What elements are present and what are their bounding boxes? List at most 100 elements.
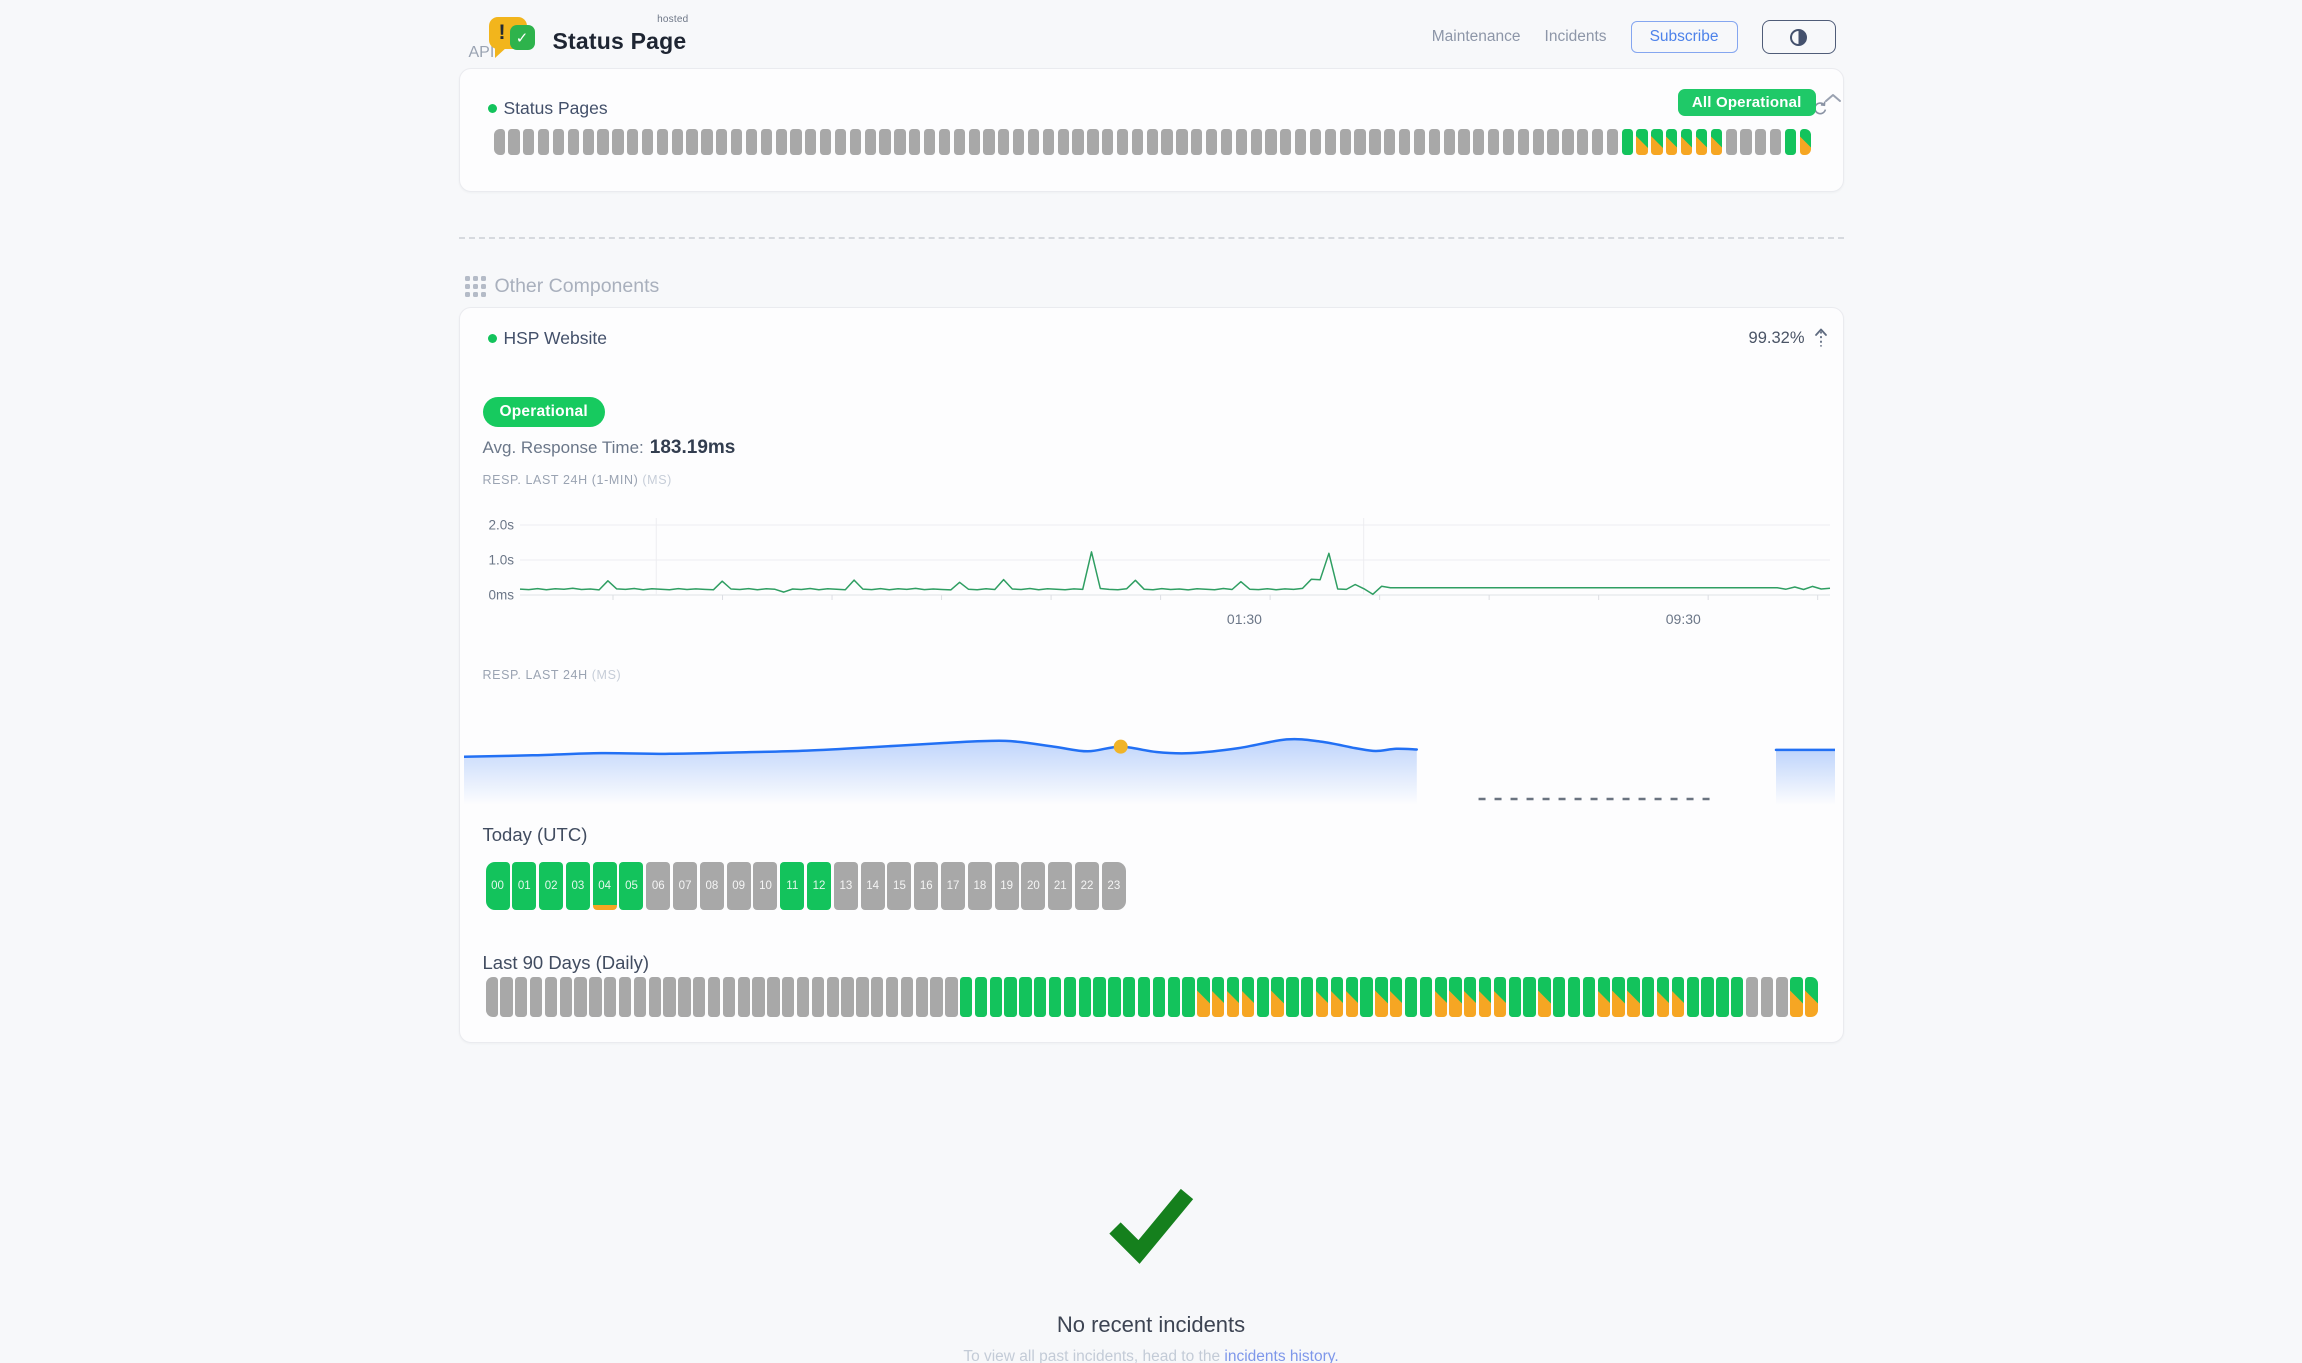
uptime-bar[interactable] (1176, 129, 1188, 155)
day-bar[interactable] (1048, 977, 1062, 1017)
day-bar[interactable] (900, 977, 914, 1017)
hour-block[interactable]: 01 (512, 862, 537, 910)
day-bar[interactable] (529, 977, 543, 1017)
day-bar[interactable] (1345, 977, 1358, 1017)
day-bar[interactable] (1612, 977, 1625, 1017)
hour-block[interactable]: 00 (485, 862, 510, 910)
day-bar[interactable] (663, 977, 676, 1017)
day-bar[interactable] (515, 977, 528, 1017)
uptime-bar[interactable] (1666, 129, 1678, 155)
hour-block[interactable]: 20 (1021, 862, 1046, 910)
uptime-bar[interactable] (790, 129, 802, 155)
day-bar[interactable] (885, 977, 899, 1017)
day-bar[interactable] (1226, 977, 1240, 1017)
uptime-bar[interactable] (686, 129, 698, 155)
day-bar[interactable] (811, 977, 825, 1017)
uptime-bar[interactable] (1710, 129, 1722, 155)
hour-block[interactable]: 08 (699, 862, 724, 910)
uptime-bar[interactable] (805, 129, 817, 155)
day-bar[interactable] (1627, 977, 1640, 1017)
day-bar[interactable] (633, 977, 647, 1017)
day-bar[interactable] (1597, 977, 1610, 1017)
uptime-bar[interactable] (1027, 129, 1040, 155)
day-bar[interactable] (1538, 977, 1551, 1017)
day-bar[interactable] (989, 977, 1002, 1017)
uptime-bar[interactable] (1042, 129, 1054, 155)
hour-block[interactable]: 15 (887, 862, 912, 910)
uptime-bar[interactable] (923, 129, 936, 155)
day-bar[interactable] (1760, 977, 1774, 1017)
uptime-bar[interactable] (552, 129, 565, 155)
day-bar[interactable] (856, 977, 869, 1017)
day-bar[interactable] (1449, 977, 1462, 1017)
uptime-bar[interactable] (1428, 129, 1440, 155)
uptime-bar[interactable] (1577, 129, 1589, 155)
hour-block[interactable]: 19 (994, 862, 1019, 910)
day-bar[interactable] (841, 977, 854, 1017)
uptime-bar[interactable] (597, 129, 609, 155)
day-bar[interactable] (559, 977, 572, 1017)
day-bar[interactable] (1375, 977, 1388, 1017)
day-bar[interactable] (1004, 977, 1017, 1017)
day-bar[interactable] (1330, 977, 1344, 1017)
hour-block[interactable]: 04 (592, 862, 617, 910)
hour-block[interactable]: 23 (1101, 862, 1126, 910)
uptime-bar[interactable] (1102, 129, 1114, 155)
collapse-arrow-icon[interactable] (1814, 328, 1828, 348)
incidents-history-link[interactable]: incidents history. (1224, 1348, 1339, 1363)
day-bar[interactable] (1508, 977, 1521, 1017)
day-bar[interactable] (500, 977, 513, 1017)
uptime-bar[interactable] (1072, 129, 1084, 155)
day-bar[interactable] (1523, 977, 1536, 1017)
day-bar[interactable] (678, 977, 691, 1017)
uptime-bar[interactable] (1532, 129, 1544, 155)
nav-maintenance[interactable]: Maintenance (1431, 28, 1521, 45)
day-bar[interactable] (915, 977, 928, 1017)
day-bar[interactable] (826, 977, 839, 1017)
uptime-bar[interactable] (1161, 129, 1173, 155)
uptime-bar[interactable] (820, 129, 832, 155)
day-bar[interactable] (737, 977, 750, 1017)
hour-block[interactable]: 17 (941, 862, 966, 910)
uptime-bar[interactable] (567, 129, 579, 155)
uptime-bar[interactable] (1191, 129, 1203, 155)
uptime-bar[interactable] (1116, 129, 1129, 155)
day-bar[interactable] (1390, 977, 1403, 1017)
uptime-bar[interactable] (1591, 129, 1604, 155)
uptime-bar[interactable] (760, 129, 772, 155)
uptime-bar[interactable] (582, 129, 594, 155)
hour-block[interactable]: 02 (539, 862, 564, 910)
uptime-bar[interactable] (538, 129, 550, 155)
uptime-bar[interactable] (1621, 129, 1633, 155)
hour-block[interactable]: 07 (673, 862, 698, 910)
uptime-bar[interactable] (612, 129, 624, 155)
uptime-bar[interactable] (775, 129, 787, 155)
uptime-bar[interactable] (716, 129, 728, 155)
uptime-bar[interactable] (1458, 129, 1470, 155)
day-bar[interactable] (1078, 977, 1091, 1017)
uptime-bar[interactable] (731, 129, 743, 155)
day-bar[interactable] (1553, 977, 1566, 1017)
uptime-bar[interactable] (834, 129, 847, 155)
uptime-bar[interactable] (1206, 129, 1218, 155)
day-bar[interactable] (1212, 977, 1225, 1017)
day-bar[interactable] (574, 977, 587, 1017)
day-bar[interactable] (1805, 977, 1818, 1017)
subscribe-button[interactable]: Subscribe (1630, 21, 1738, 53)
day-bar[interactable] (930, 977, 943, 1017)
uptime-bar[interactable] (1562, 129, 1574, 155)
hour-block[interactable]: 22 (1075, 862, 1100, 910)
day-bar[interactable] (1182, 977, 1195, 1017)
uptime-bar[interactable] (909, 129, 921, 155)
day-bar[interactable] (960, 977, 973, 1017)
hour-block[interactable]: 21 (1048, 862, 1073, 910)
day-bar[interactable] (945, 977, 958, 1017)
day-bar[interactable] (1686, 977, 1699, 1017)
hour-block[interactable]: 09 (726, 862, 751, 910)
uptime-bar[interactable] (1784, 129, 1797, 155)
day-bar[interactable] (1567, 977, 1581, 1017)
uptime-bar[interactable] (1695, 129, 1708, 155)
uptime-bar[interactable] (1250, 129, 1262, 155)
day-bar[interactable] (648, 977, 661, 1017)
day-bar[interactable] (871, 977, 884, 1017)
